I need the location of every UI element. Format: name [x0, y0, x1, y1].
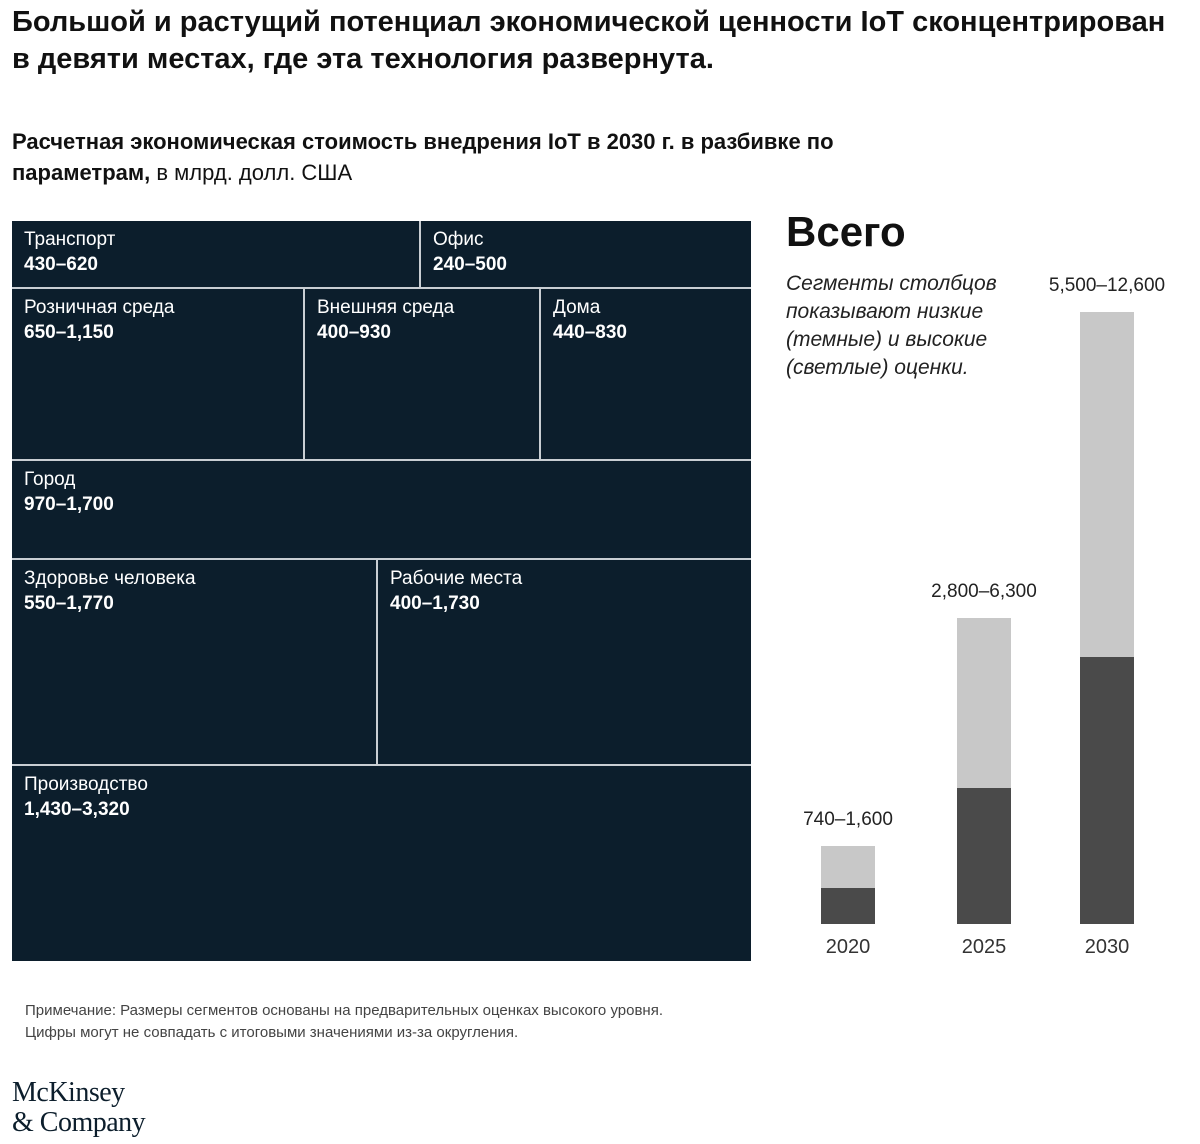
bar-range-label-2025: 2,800–6,300: [931, 581, 1037, 602]
tile-divider: [539, 289, 541, 459]
logo-line-1: McKinsey: [12, 1077, 125, 1108]
bar-high-2025: [957, 618, 1011, 788]
tile-range: 440–830: [553, 322, 627, 343]
headline: Большой и растущий потенциал экономическ…: [12, 6, 1166, 75]
footnote-line-1: Примечание: Размеры сегментов основаны н…: [25, 1002, 664, 1019]
bar-high-2030: [1080, 312, 1134, 657]
tile-range: 400–1,730: [390, 593, 480, 614]
tile-city: Город 970–1,700: [12, 461, 751, 558]
tile-divider: [12, 459, 751, 461]
tile-range: 430–620: [24, 254, 98, 275]
tile-range: 240–500: [433, 254, 507, 275]
tile-range: 550–1,770: [24, 593, 114, 614]
tile-transport: Транспорт 430–620: [12, 221, 419, 287]
footnote: Примечание: Размеры сегментов основаны н…: [25, 1000, 925, 1044]
tile-label: Город: [24, 469, 76, 490]
tile-range: 650–1,150: [24, 322, 114, 343]
tile-human-health: Здоровье человека 550–1,770: [12, 560, 376, 764]
tile-label: Транспорт: [24, 229, 116, 250]
footnote-line-2: Цифры могут не совпадать с итоговыми зна…: [25, 1024, 519, 1041]
tile-factories: Производство 1,430–3,320: [12, 766, 751, 961]
tile-label: Дома: [553, 297, 601, 318]
tile-label: Розничная среда: [24, 297, 175, 318]
tile-outside: Внешняя среда 400–930: [305, 289, 539, 459]
tile-office: Офис 240–500: [421, 221, 751, 287]
tile-divider: [12, 764, 751, 766]
tile-label: Производство: [24, 774, 148, 795]
tile-divider: [419, 221, 421, 287]
tile-label: Офис: [433, 229, 484, 250]
tile-homes: Дома 440–830: [541, 289, 751, 459]
tile-divider: [376, 560, 378, 764]
tile-range: 1,430–3,320: [24, 799, 130, 820]
tile-range: 400–930: [317, 322, 391, 343]
bar-range-label-2030: 5,500–12,600: [1048, 275, 1166, 296]
bar-low-2030: [1080, 656, 1134, 924]
bar-low-2020: [821, 888, 875, 924]
mckinsey-logo: McKinsey & Company: [12, 1077, 146, 1138]
bar-low-2025: [957, 788, 1011, 924]
totals-title: Всего: [786, 208, 906, 255]
logo-line-2: & Company: [12, 1107, 146, 1138]
tile-divider: [303, 289, 305, 459]
bar-high-2020: [821, 846, 875, 889]
tile-label: Здоровье человека: [24, 568, 196, 589]
tile-divider: [12, 558, 751, 560]
chart-subtitle: Расчетная экономическая стоимость внедре…: [12, 126, 912, 188]
x-tick-2025: 2025: [961, 936, 1007, 958]
tile-range: 970–1,700: [24, 494, 114, 515]
legend-note: Сегменты столбцов показывают низкие (тем…: [786, 272, 997, 379]
tile-label: Внешняя среда: [317, 297, 455, 318]
tile-worksites: Рабочие места 400–1,730: [378, 560, 751, 764]
x-tick-2030: 2030: [1084, 936, 1130, 958]
subtitle-unit: в млрд. долл. США: [150, 160, 353, 185]
treemap: Транспорт 430–620 Офис 240–500 Розничная…: [12, 221, 751, 961]
x-tick-2020: 2020: [825, 936, 871, 958]
bar-range-label-2020: 740–1,600: [803, 809, 893, 831]
tile-divider: [12, 287, 751, 289]
tile-retail: Розничная среда 650–1,150: [12, 289, 303, 459]
tile-label: Рабочие места: [390, 568, 523, 589]
subtitle-bold: Расчетная экономическая стоимость внедре…: [12, 129, 834, 185]
